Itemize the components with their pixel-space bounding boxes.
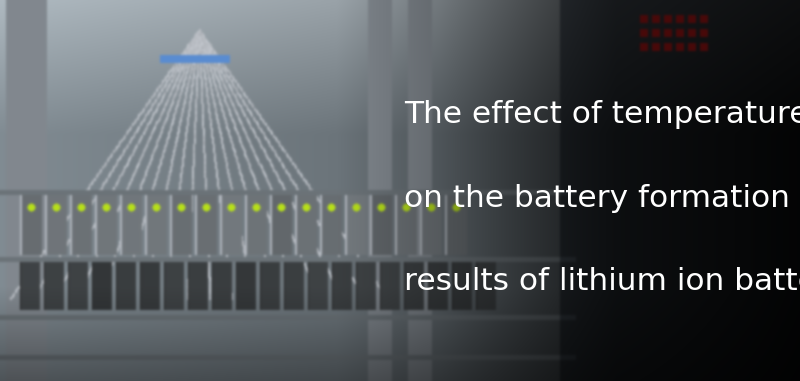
Text: The effect of temperature: The effect of temperature <box>404 100 800 129</box>
Text: results of lithium ion battery: results of lithium ion battery <box>404 267 800 296</box>
Text: on the battery formation: on the battery formation <box>404 184 790 213</box>
